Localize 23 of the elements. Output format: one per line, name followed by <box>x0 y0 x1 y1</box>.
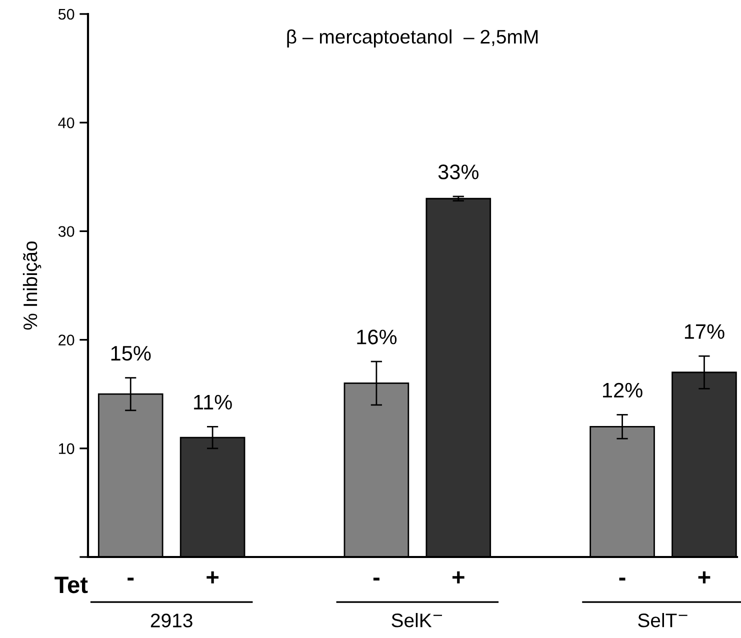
text: Tet <box>54 576 88 594</box>
x-tick-label: - <box>373 578 380 581</box>
text: SelT$^{−}$ <box>638 612 688 628</box>
data-label: 16% <box>357 330 397 344</box>
data-label: 17% <box>684 324 724 339</box>
text: SelK$^{−}$ <box>392 612 442 628</box>
y-tick-label: 30 <box>58 226 74 237</box>
y-tick-label: 40 <box>58 117 74 128</box>
text: 2913 <box>150 614 192 628</box>
x-tick-label: - <box>619 578 626 581</box>
x-tick-label: + <box>206 571 218 584</box>
y-tick-label: 20 <box>58 334 74 346</box>
text: β – mercaptoetanol – 2,5mM <box>287 29 538 48</box>
y-tick-label: 50 <box>58 8 74 20</box>
data-label: 15% <box>111 346 151 361</box>
x-tick-label: - <box>128 578 134 581</box>
data-label: 11% <box>194 394 232 410</box>
y-tick-label: 10 <box>58 443 74 454</box>
x-tick-label: + <box>452 571 464 584</box>
x-tick-label: + <box>698 571 710 584</box>
data-label: 33% <box>438 164 478 180</box>
y-axis-title: % Inibição <box>22 241 42 330</box>
data-label: 12% <box>603 382 642 398</box>
